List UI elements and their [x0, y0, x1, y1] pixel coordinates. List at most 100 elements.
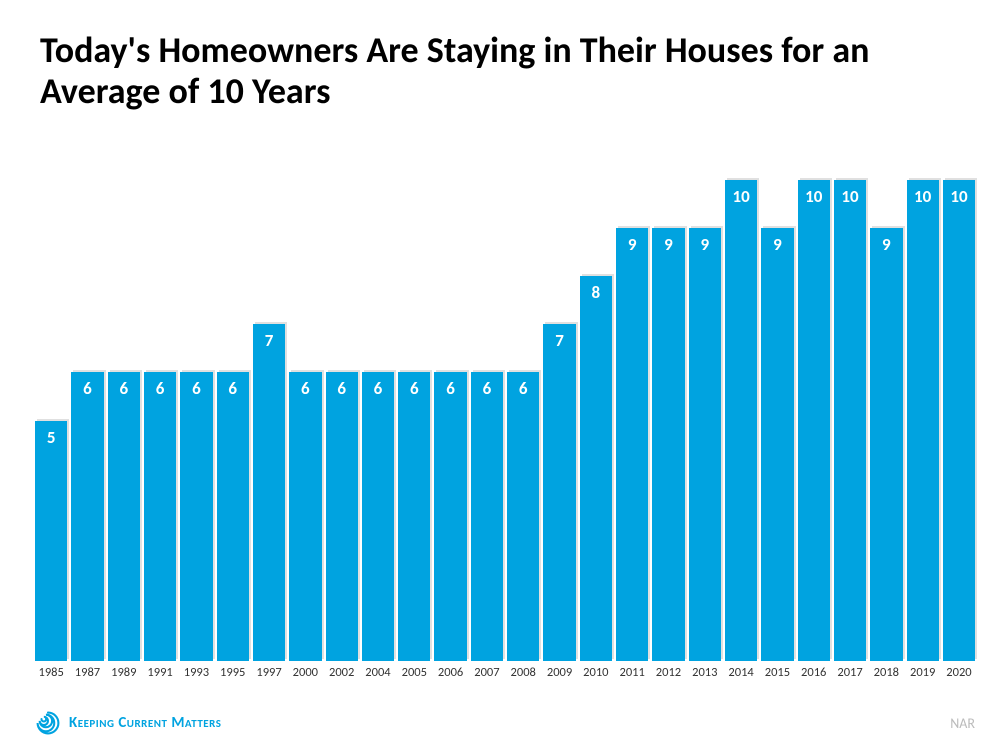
x-axis-label: 2020	[946, 665, 971, 680]
bar: 9	[761, 228, 793, 661]
bar-value-label: 7	[253, 330, 285, 351]
bar: 6	[144, 372, 176, 661]
bar-value-label: 6	[180, 378, 212, 399]
bar-column: 92013	[689, 180, 721, 680]
bar-value-label: 9	[616, 234, 648, 255]
bar: 9	[652, 228, 684, 661]
bar-value-label: 6	[398, 378, 430, 399]
bar-wrap: 9	[761, 180, 793, 661]
bar-value-label: 6	[108, 378, 140, 399]
bar-value-label: 6	[217, 378, 249, 399]
x-axis-label: 2007	[474, 665, 499, 680]
bar-value-label: 10	[725, 186, 757, 207]
x-axis-label: 2016	[801, 665, 826, 680]
brand: Keeping Current Matters	[35, 710, 221, 736]
bar-column: 6 2006	[434, 180, 466, 680]
bar-column: 10 2019	[907, 180, 939, 680]
x-axis-label: 1993	[184, 665, 209, 680]
x-axis-label: 2005	[402, 665, 427, 680]
x-axis-label: 1991	[147, 665, 172, 680]
bar-value-label: 9	[689, 234, 721, 255]
bar-value-label: 5	[35, 427, 67, 448]
bar: 6	[326, 372, 358, 661]
bar-wrap: 7	[543, 180, 575, 661]
bar-value-label: 10	[907, 186, 939, 207]
bar-value-label: 6	[144, 378, 176, 399]
bar-wrap: 10	[907, 180, 939, 661]
x-axis-label: 2015	[765, 665, 790, 680]
bar-wrap: 6	[217, 180, 249, 661]
footer: Keeping Current Matters NAR	[35, 710, 975, 736]
x-axis-label: 2012	[656, 665, 681, 680]
bar: 6	[471, 372, 503, 661]
bar-column: 7 1997	[253, 180, 285, 680]
bar-column: 51985	[35, 180, 67, 680]
bar: 6	[180, 372, 212, 661]
bar: 6	[108, 372, 140, 661]
bar: 5	[35, 421, 67, 662]
x-axis-label: 2011	[619, 665, 644, 680]
bar: 6	[507, 372, 539, 661]
slide: Today's Homeowners Are Staying in Their …	[0, 0, 1000, 750]
bar: 6	[434, 372, 466, 661]
bar-column: 102016	[798, 180, 830, 680]
bar-wrap: 9	[689, 180, 721, 661]
bar-wrap: 6	[362, 180, 394, 661]
bar-value-label: 7	[543, 330, 575, 351]
x-axis-label: 2017	[837, 665, 862, 680]
bar-wrap: 6	[144, 180, 176, 661]
bar-column: 61995	[217, 180, 249, 680]
bar: 9	[689, 228, 721, 661]
bar: 6	[217, 372, 249, 661]
bar-value-label: 8	[580, 282, 612, 303]
bar-wrap: 10	[834, 180, 866, 661]
bar-wrap: 6	[471, 180, 503, 661]
bar: 10	[725, 180, 757, 661]
bar-column: 102014	[725, 180, 757, 680]
bar-wrap: 8	[580, 180, 612, 661]
bar-wrap: 6	[398, 180, 430, 661]
spiral-icon	[35, 710, 61, 736]
bar-column: 6 2007	[471, 180, 503, 680]
bar-column: 9 2015	[761, 180, 793, 680]
bar-column: 10 2020	[943, 180, 975, 680]
bar-column: 6 2004	[362, 180, 394, 680]
bar: 10	[943, 180, 975, 661]
bar-column: 7 2009	[543, 180, 575, 680]
x-axis-label: 2008	[511, 665, 536, 680]
x-axis-label: 1987	[75, 665, 100, 680]
bar: 9	[870, 228, 902, 661]
bar-wrap: 9	[652, 180, 684, 661]
bar: 9	[616, 228, 648, 661]
x-axis-label: 2009	[547, 665, 572, 680]
bar-column: 6 1991	[144, 180, 176, 680]
bar-wrap: 6	[180, 180, 212, 661]
bar: 6	[289, 372, 321, 661]
bar: 6	[398, 372, 430, 661]
chart-title: Today's Homeowners Are Staying in Their …	[40, 30, 960, 113]
bar-value-label: 9	[761, 234, 793, 255]
bar: 8	[580, 276, 612, 661]
bar-value-label: 10	[943, 186, 975, 207]
bar-column: 6 2005	[398, 180, 430, 680]
bar-wrap: 10	[725, 180, 757, 661]
bar-wrap: 6	[326, 180, 358, 661]
x-axis-label: 1997	[256, 665, 281, 680]
x-axis-label: 2010	[583, 665, 608, 680]
bar-value-label: 6	[326, 378, 358, 399]
bar: 6	[71, 372, 103, 661]
bar-value-label: 9	[870, 234, 902, 255]
bar-column: 9 2011	[616, 180, 648, 680]
bar-column: 6 1993	[180, 180, 212, 680]
bar-column: 9 2018	[870, 180, 902, 680]
x-axis-label: 2018	[874, 665, 899, 680]
bar-column: 61989	[108, 180, 140, 680]
x-axis-label: 2004	[365, 665, 390, 680]
bar-wrap: 10	[943, 180, 975, 661]
x-axis-label: 2019	[910, 665, 935, 680]
bar-wrap: 6	[507, 180, 539, 661]
bar-wrap: 6	[108, 180, 140, 661]
x-axis-label: 2006	[438, 665, 463, 680]
bar-wrap: 9	[616, 180, 648, 661]
bar-chart: 5198561987619896199161993619957199762000…	[35, 180, 975, 680]
